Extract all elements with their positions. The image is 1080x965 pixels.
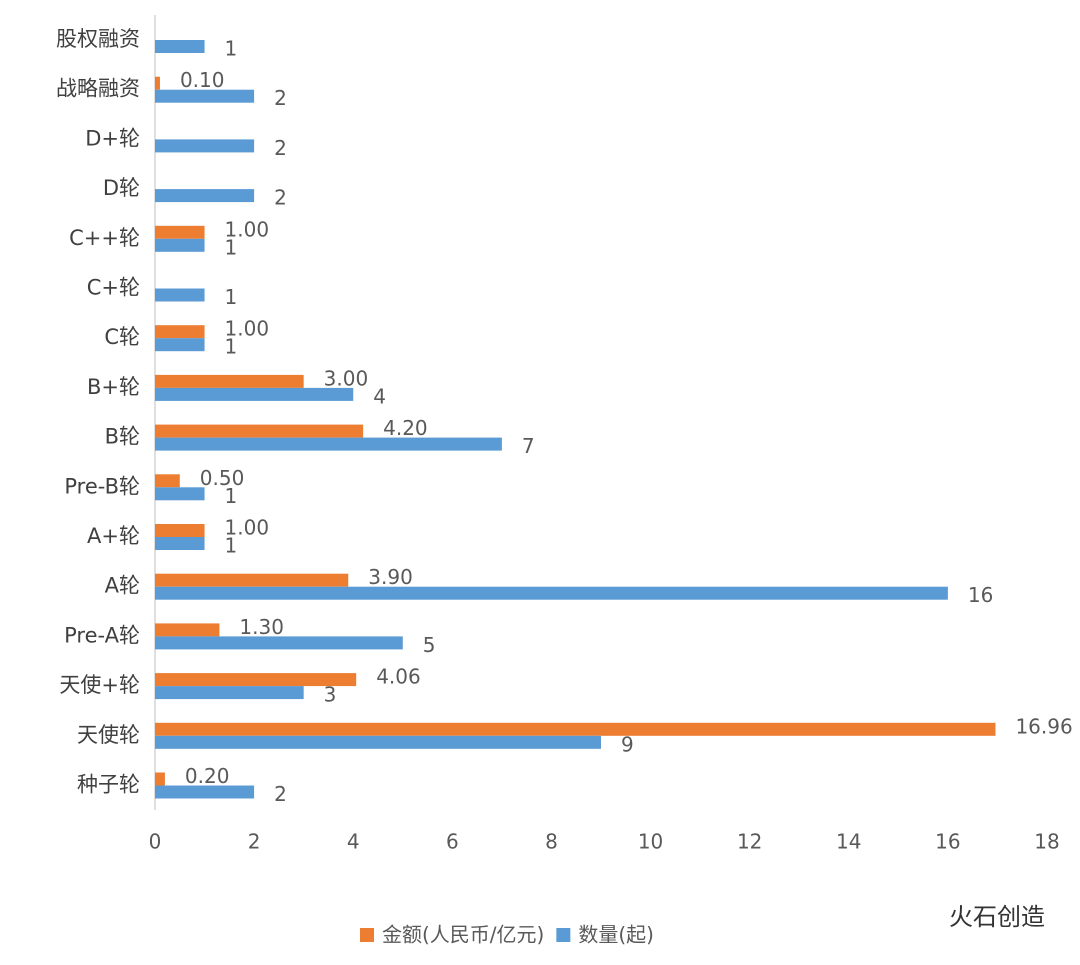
bar: [155, 573, 349, 587]
data-label: 0.20: [185, 764, 230, 788]
bar: [155, 225, 205, 239]
data-label: 1: [225, 285, 238, 309]
bar: [155, 586, 948, 600]
data-label: 0.10: [180, 68, 225, 92]
bar: [155, 338, 205, 352]
data-label: 1: [225, 335, 238, 359]
y-tick-label: 股权融资: [56, 27, 140, 51]
data-label: 0.50: [200, 466, 245, 490]
data-label: 2: [274, 186, 287, 210]
bar: [155, 139, 255, 153]
bar: [155, 387, 354, 401]
bar: [155, 623, 220, 637]
data-label: 1: [225, 235, 238, 259]
y-tick-label: Pre-A轮: [64, 623, 140, 647]
data-label: 3: [324, 683, 337, 707]
data-label: 1.00: [225, 516, 270, 540]
data-label: 3.00: [324, 366, 369, 390]
bar: [155, 325, 205, 339]
bar: [155, 437, 502, 451]
data-label: 2: [274, 86, 287, 110]
data-label: 2: [274, 782, 287, 806]
x-tick-label: 12: [737, 830, 762, 854]
y-tick-label: C++轮: [69, 226, 140, 250]
x-tick-label: 6: [446, 830, 459, 854]
y-tick-label: 战略融资: [56, 77, 140, 101]
y-tick-label: 天使轮: [77, 723, 140, 747]
bar: [155, 722, 996, 736]
x-tick-label: 0: [149, 830, 162, 854]
legend-label: 金额(人民币/亿元): [382, 923, 544, 947]
data-label: 1.00: [225, 217, 270, 241]
data-label: 7: [522, 434, 535, 458]
data-label: 1.30: [239, 615, 284, 639]
data-label: 5: [423, 633, 436, 657]
bar: [155, 189, 255, 203]
bar: [155, 686, 304, 700]
bar: [155, 785, 255, 799]
y-tick-label: B+轮: [87, 375, 140, 399]
data-label: 3.90: [368, 565, 413, 589]
bar: [155, 40, 205, 53]
y-tick-label: D+轮: [85, 126, 140, 150]
legend-swatch: [360, 928, 374, 942]
y-tick-label: C轮: [104, 325, 140, 349]
y-tick-label: A+轮: [87, 524, 140, 548]
bar: [155, 374, 304, 388]
y-tick-label: Pre-B轮: [64, 474, 140, 498]
bar: [155, 424, 364, 438]
watermark: 火石创造: [949, 903, 1045, 931]
bar: [155, 288, 205, 302]
data-label: 1: [225, 37, 238, 61]
data-label: 16: [968, 583, 993, 607]
bar: [155, 238, 205, 252]
y-tick-label: C+轮: [87, 276, 140, 300]
bar: [155, 524, 205, 537]
bar: [155, 76, 160, 90]
data-label: 9: [621, 732, 634, 756]
data-label: 1: [225, 484, 238, 508]
x-tick-label: 14: [836, 830, 861, 854]
bar: [155, 487, 205, 501]
data-label: 4.20: [383, 416, 428, 440]
data-label: 1: [225, 534, 238, 558]
bar: [155, 636, 403, 650]
bar: [155, 89, 255, 103]
bar: [155, 735, 601, 749]
bar: [155, 537, 205, 550]
bar: [155, 474, 180, 488]
x-tick-label: 4: [347, 830, 360, 854]
data-label: 4: [373, 384, 386, 408]
data-label: 4.06: [376, 665, 421, 689]
data-label: 1.00: [225, 317, 270, 341]
x-tick-label: 2: [248, 830, 261, 854]
data-label: 2: [274, 136, 287, 160]
x-tick-label: 16: [935, 830, 960, 854]
data-label: 16.96: [1015, 714, 1072, 738]
legend-swatch: [556, 928, 571, 942]
y-tick-label: D轮: [103, 176, 140, 200]
y-tick-label: B轮: [105, 425, 140, 449]
y-tick-label: 种子轮: [77, 773, 140, 797]
x-tick-label: 18: [1034, 830, 1059, 854]
y-tick-label: A轮: [105, 574, 140, 598]
y-tick-label: 天使+轮: [59, 673, 140, 697]
legend-label: 数量(起): [578, 923, 654, 947]
bar: [155, 772, 165, 786]
x-tick-label: 8: [545, 830, 558, 854]
bar: [155, 673, 357, 687]
x-tick-label: 10: [638, 830, 663, 854]
